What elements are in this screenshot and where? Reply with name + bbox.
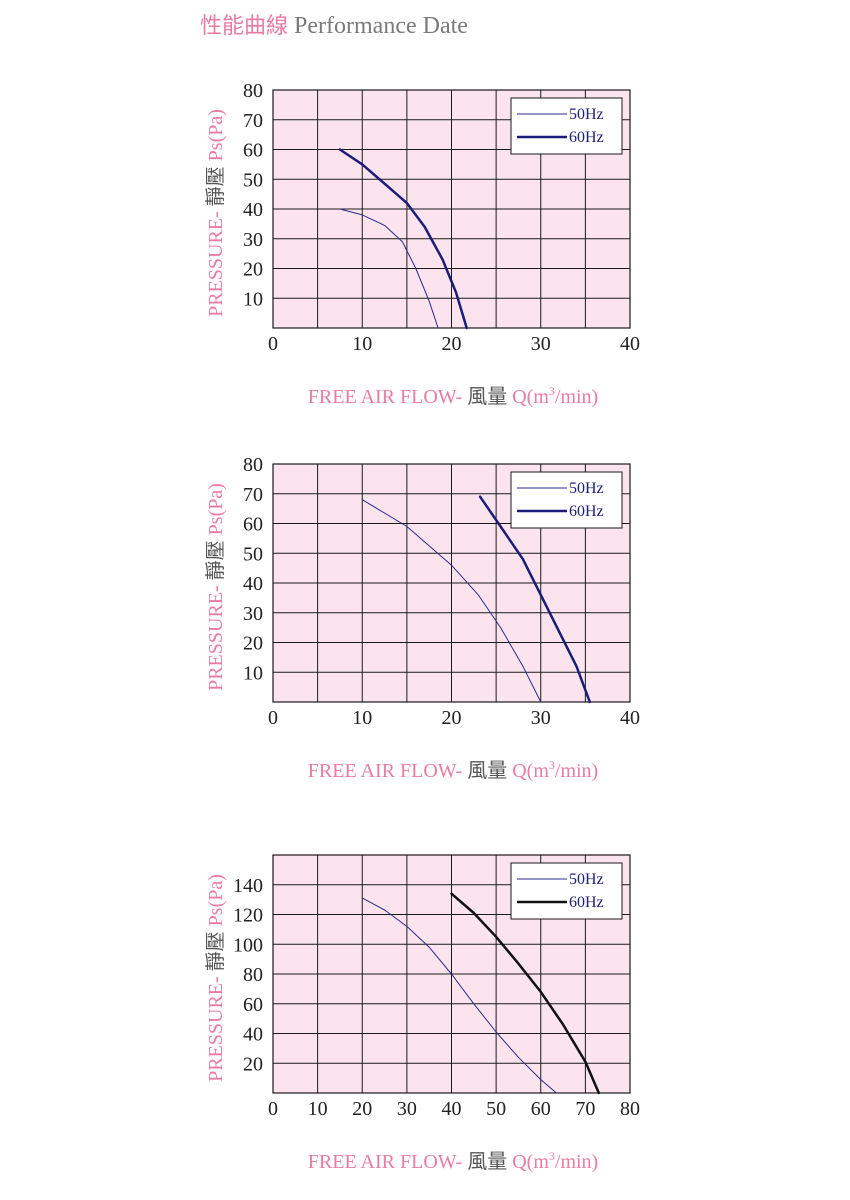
x-tick-label: 40 <box>620 333 640 355</box>
legend-label-50hz: 50Hz <box>569 106 604 123</box>
x-tick-label: 0 <box>268 1098 278 1120</box>
y-tick-label: 20 <box>243 633 263 655</box>
x-tick-label: 20 <box>352 1098 372 1120</box>
x-tick-label: 70 <box>575 1098 595 1120</box>
legend-label-60hz: 60Hz <box>569 894 604 911</box>
y-tick-label: 10 <box>243 288 263 310</box>
y-tick-label: 80 <box>243 80 263 102</box>
x-axis-label: FREE AIR FLOW- 風量 Q(m3/min) <box>308 384 598 408</box>
heading-english: Performance Date <box>294 13 468 39</box>
x-tick-label: 0 <box>268 707 278 729</box>
x-tick-label: 50 <box>486 1098 506 1120</box>
x-tick-label: 40 <box>620 707 640 729</box>
y-tick-label: 20 <box>243 259 263 281</box>
y-axis-label: PRESSURE- 靜壓 Ps(Pa) <box>203 483 227 691</box>
y-tick-label: 120 <box>233 905 263 927</box>
x-tick-label: 80 <box>620 1098 640 1120</box>
heading-chinese: 性能曲線 <box>200 14 289 39</box>
y-tick-label: 10 <box>243 662 263 684</box>
legend-box <box>510 471 623 529</box>
y-tick-label: 30 <box>243 603 263 625</box>
y-tick-label: 30 <box>243 229 263 251</box>
legend-label-50hz: 50Hz <box>569 871 604 888</box>
x-tick-label: 30 <box>531 333 551 355</box>
legend-box <box>510 862 623 920</box>
series-line-60hz <box>338 148 468 330</box>
x-tick-label: 20 <box>442 707 462 729</box>
y-tick-label: 70 <box>243 484 263 506</box>
y-tick-label: 40 <box>243 199 263 221</box>
y-tick-label: 20 <box>243 1053 263 1075</box>
legend-label-60hz: 60Hz <box>569 129 604 146</box>
chart-1: 0 10 20 30 40 10 20 30 40 50 60 70 80 50Hz 60Hz PRESSUR… <box>203 80 640 408</box>
y-tick-label: 80 <box>243 964 263 986</box>
x-axis-label: FREE AIR FLOW- 風量 Q(m3/min) <box>308 758 598 782</box>
legend-label-50hz: 50Hz <box>569 480 604 497</box>
y-axis-label: PRESSURE- 靜壓 Ps(Pa) <box>203 109 227 317</box>
y-axis-label: PRESSURE- 靜壓 Ps(Pa) <box>203 874 227 1082</box>
x-tick-label: 10 <box>308 1098 328 1120</box>
series-line-60hz <box>478 495 592 704</box>
series-line-50hz <box>361 499 542 703</box>
y-tick-label: 140 <box>233 875 263 897</box>
x-tick-label: 10 <box>352 333 372 355</box>
y-tick-label: 80 <box>243 454 263 476</box>
series-line-50hz <box>339 208 439 329</box>
x-tick-label: 60 <box>531 1098 551 1120</box>
legend-label-60hz: 60Hz <box>569 503 604 520</box>
y-tick-label: 60 <box>243 994 263 1016</box>
y-tick-label: 50 <box>243 169 263 191</box>
plot-frame <box>272 463 631 703</box>
legend-box <box>510 97 623 155</box>
y-tick-label: 60 <box>243 140 263 162</box>
y-tick-label: 50 <box>243 543 263 565</box>
y-tick-label: 40 <box>243 1024 263 1046</box>
x-tick-label: 30 <box>397 1098 417 1120</box>
y-tick-label: 100 <box>233 934 263 956</box>
y-tick-label: 70 <box>243 110 263 132</box>
series-line-60hz <box>450 892 601 1095</box>
chart-2: 0 10 20 30 40 10 20 30 40 50 60 70 80 50Hz 60Hz PRESSUR… <box>203 454 640 782</box>
x-tick-label: 40 <box>442 1098 462 1120</box>
chart-3: 0 10 20 30 40 50 60 70 80 20 40 60 80 100 120 140 50Hz 60… <box>203 854 640 1173</box>
x-tick-label: 30 <box>531 707 551 729</box>
plot-frame <box>272 854 631 1094</box>
page-heading: 性能曲線 Performance Date <box>200 8 468 40</box>
plot-frame <box>272 89 631 329</box>
x-tick-label: 20 <box>442 333 462 355</box>
x-tick-label: 10 <box>352 707 372 729</box>
series-line-50hz <box>361 897 557 1094</box>
y-tick-label: 40 <box>243 573 263 595</box>
x-axis-label: FREE AIR FLOW- 風量 Q(m3/min) <box>308 1149 598 1173</box>
x-tick-label: 0 <box>268 333 278 355</box>
y-tick-label: 60 <box>243 514 263 536</box>
